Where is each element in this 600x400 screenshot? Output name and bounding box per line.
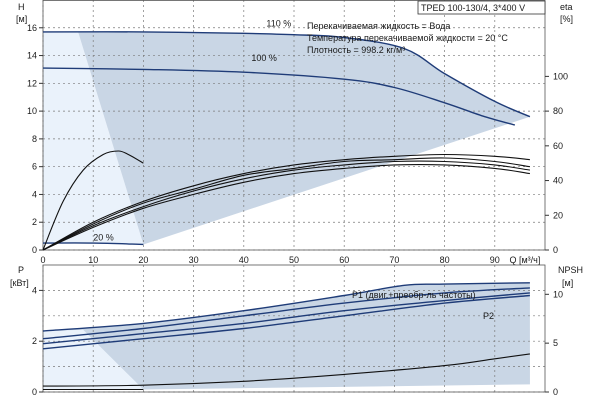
- x-tick-label: 90: [490, 255, 500, 265]
- bottom-plot-frame: [42, 264, 546, 393]
- top-right-tick-label: 100: [553, 71, 568, 81]
- top-plot-frame: [42, 0, 546, 251]
- power-series-label-p2: P2: [483, 311, 494, 321]
- top-right-tick-label: 0: [553, 245, 558, 255]
- top-left-axis-unit: [м]: [16, 14, 27, 24]
- x-axis-title: Q [м³/ч]: [509, 255, 540, 265]
- top-right-tick-label: 60: [553, 141, 563, 151]
- bottom-right-tick-label: 10: [553, 289, 563, 299]
- top-right-tick-label: 80: [553, 106, 563, 116]
- top-left-tick-label: 12: [27, 78, 37, 88]
- bottom-operating-region: [43, 282, 530, 390]
- x-tick-label: 0: [40, 255, 45, 265]
- bottom-right-axis-unit: [м]: [562, 278, 573, 288]
- npsh-curve: [42, 353, 530, 387]
- bottom-right-tick-label: 0: [553, 387, 558, 397]
- top-right-axis-title: eta: [560, 2, 573, 12]
- head-curve-label-100: 100 %: [251, 53, 277, 63]
- top-left-tick-label: 10: [27, 106, 37, 116]
- info-line-1: Температура перекачиваемой жидкости = 20…: [307, 33, 508, 43]
- top-left-tick-label: 0: [32, 245, 37, 255]
- power-curve-0: [42, 282, 530, 332]
- top-left-tick-label: 4: [32, 189, 37, 199]
- top-left-tick-label: 16: [27, 23, 37, 33]
- head-curve-label-20: 20 %: [93, 232, 114, 242]
- eta-curve-0: [42, 153, 530, 251]
- eta-curve-3: [42, 163, 530, 251]
- bottom-low-flow-zone: [43, 329, 144, 390]
- power-series-label-p1: P1 (двиг.+преобр-ль частоты): [352, 290, 476, 300]
- power-curve-3: [42, 294, 530, 350]
- bottom-left-axis-unit: [кВт]: [10, 278, 29, 288]
- top-left-tick-label: 8: [32, 134, 37, 144]
- x-tick-label: 20: [138, 255, 148, 265]
- x-tick-label: 50: [289, 255, 299, 265]
- power-curve-2: [42, 292, 530, 345]
- top-left-tick-label: 2: [32, 217, 37, 227]
- top-left-axis-title: H: [18, 2, 25, 12]
- x-tick-label: 60: [339, 255, 349, 265]
- bottom-left-axis-title: P: [18, 265, 24, 275]
- model-label: TPED 100-130/4, 3*400 V: [421, 3, 525, 13]
- bottom-left-tick-label: 2: [32, 336, 37, 346]
- top-right-axis-unit: [%]: [560, 14, 573, 24]
- head-curve-0: [42, 31, 531, 118]
- model-box: [417, 0, 546, 15]
- info-line-2: Плотность = 998.2 кг/м³: [307, 45, 405, 55]
- bottom-right-tick-label: 5: [553, 338, 558, 348]
- x-tick-label: 40: [239, 255, 249, 265]
- x-tick-label: 80: [440, 255, 450, 265]
- head-curve-1: [42, 67, 516, 126]
- x-tick-label: 30: [189, 255, 199, 265]
- head-curve-label-110: 110 %: [266, 18, 291, 28]
- eta-curve-4: [42, 150, 144, 251]
- top-left-tick-label: 6: [32, 162, 37, 172]
- top-operating-region: [43, 31, 530, 245]
- bottom-left-tick-label: 4: [32, 285, 37, 295]
- top-right-tick-label: 40: [553, 176, 563, 186]
- eta-curve-2: [42, 160, 530, 251]
- bottom-left-tick-label: 0: [32, 387, 37, 397]
- eta-curve-1: [42, 157, 530, 251]
- top-right-tick-label: 20: [553, 210, 563, 220]
- info-line-0: Перекачиваемая жидкость = Вода: [307, 21, 450, 31]
- x-tick-label: 70: [389, 255, 399, 265]
- x-tick-label: 10: [88, 255, 98, 265]
- power-curve-1: [42, 287, 530, 340]
- top-left-tick-label: 14: [27, 51, 37, 61]
- bottom-right-axis-title: NPSH: [558, 265, 583, 275]
